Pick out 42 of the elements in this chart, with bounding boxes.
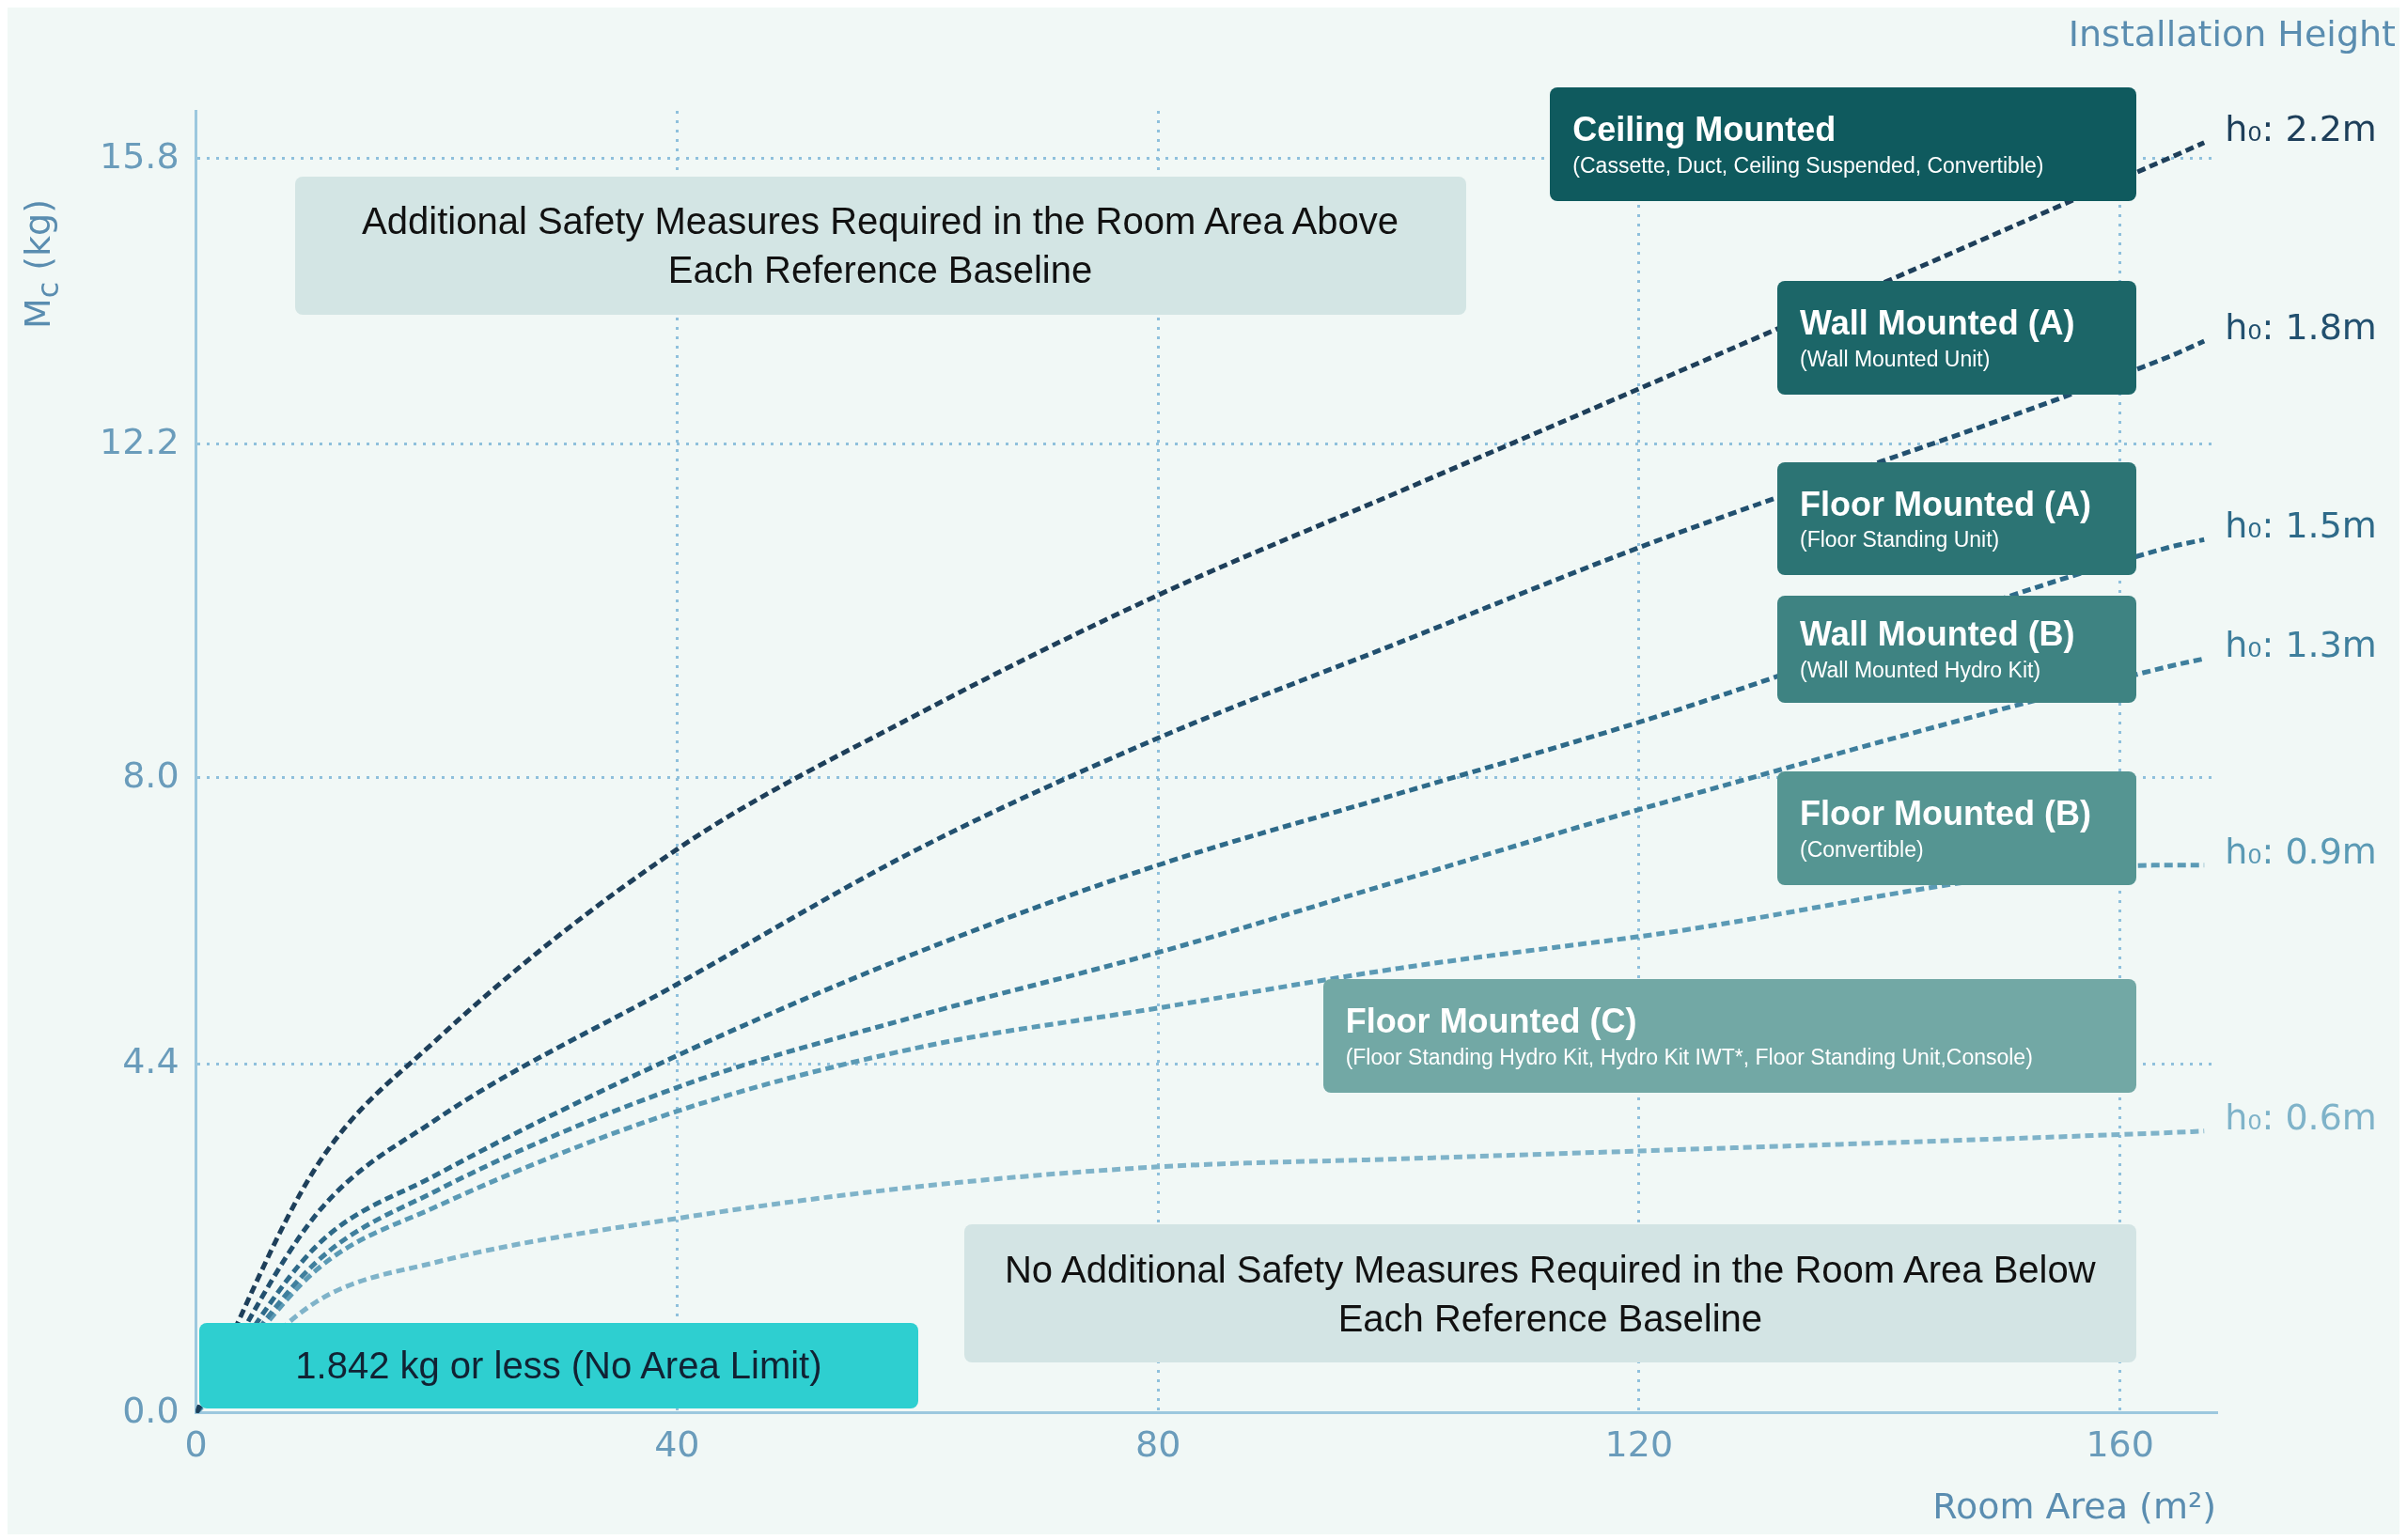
x-axis-title: Room Area (m²) — [1932, 1486, 2216, 1528]
annotation: (Convertible) — [1800, 836, 1924, 864]
annotation: Additional Safety Measures Required in the Room Area Above Each Reference Baseline — [361, 199, 1399, 293]
series-label: h₀: 1.8m — [2225, 305, 2377, 348]
series-label: h₀: 0.9m — [2225, 830, 2377, 872]
annotation: (Cassette, Duct, Ceiling Suspended, Convertible) — [1572, 151, 2044, 179]
annotation: No Additional Safety Measures Required in the Room Area Below Each Reference Baseline — [1004, 1247, 2097, 1341]
x-tick-label: 0 — [184, 1423, 208, 1466]
x-tick-label: 120 — [1604, 1423, 1674, 1466]
annotation: (Floor Standing Unit) — [1800, 526, 2000, 554]
annotation: Floor Mounted (B) — [1800, 793, 2091, 835]
series-label: h₀: 1.3m — [2225, 623, 2377, 665]
annotation: Floor Mounted (C) — [1345, 1000, 1637, 1042]
series-label: h₀: 1.5m — [2225, 505, 2377, 547]
note-box: Additional Safety Measures Required in the Room Area Above Each Reference Baseline — [294, 176, 1466, 315]
annotation: (Wall Mounted Hydro Kit) — [1800, 657, 2041, 685]
note-box: 1.842 kg or less (No Area Limit) — [199, 1322, 918, 1409]
y-tick-label: 0.0 — [122, 1389, 180, 1431]
y-tick-label: 15.8 — [100, 134, 180, 177]
x-tick-label: 160 — [2086, 1423, 2154, 1466]
series-label: h₀: 0.6m — [2225, 1096, 2377, 1138]
legend-title: Installation Height — [2068, 13, 2396, 54]
annotation: Floor Mounted (A) — [1800, 483, 2091, 525]
note-box: No Additional Safety Measures Required in the Room Area Below Each Reference Baseline — [963, 1224, 2137, 1363]
note-box: Ceiling Mounted (Cassette, Duct, Ceiling Suspended, Convertible) — [1550, 87, 2137, 201]
note-box: Floor Mounted (B) (Convertible) — [1777, 771, 2137, 886]
x-tick-label: 80 — [1134, 1423, 1181, 1466]
annotation: Wall Mounted (B) — [1800, 614, 2075, 656]
annotation: (Wall Mounted Unit) — [1800, 345, 1991, 373]
note-box: Floor Mounted (A) (Floor Standing Unit) — [1777, 461, 2137, 576]
annotation: 1.842 kg or less (No Area Limit) — [295, 1344, 822, 1389]
y-tick-label: 4.4 — [122, 1039, 180, 1081]
annotation: (Floor Standing Hydro Kit, Hydro Kit IWT*, Floor Standing Unit,Console) — [1345, 1043, 2033, 1071]
x-tick-label: 40 — [654, 1423, 700, 1466]
y-tick-label: 12.2 — [100, 420, 180, 462]
annotation: Ceiling Mounted — [1572, 109, 1837, 151]
note-box: Wall Mounted (B) (Wall Mounted Hydro Kit) — [1777, 595, 2137, 703]
note-box: Wall Mounted (A) (Wall Mounted Unit) — [1777, 280, 2137, 395]
y-tick-label: 8.0 — [122, 754, 180, 796]
series-label: h₀: 2.2m — [2225, 107, 2377, 149]
annotation: Wall Mounted (A) — [1800, 302, 2075, 344]
note-box: Floor Mounted (C) (Floor Standing Hydro Kit, Hydro Kit IWT*, Floor Standing Unit,Console) — [1322, 978, 2137, 1093]
